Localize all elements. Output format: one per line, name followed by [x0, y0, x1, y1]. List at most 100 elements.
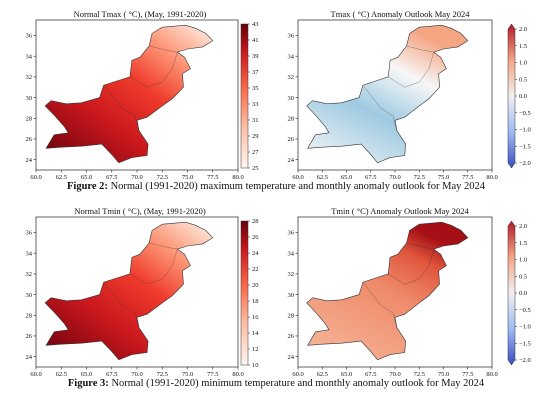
x-tick-label: 60.0 [292, 174, 303, 181]
x-tick-label: 65.0 [341, 371, 352, 378]
province-boundary [406, 242, 434, 250]
colorbar-tick-label: 1.0 [519, 60, 527, 67]
x-tick-label: 72.5 [157, 174, 168, 181]
y-tick-label: 36 [288, 230, 295, 237]
province-boundary [388, 249, 434, 285]
colorbar-tick-label: 0.0 [519, 290, 527, 297]
colorbar-tick-label: 41 [252, 37, 259, 44]
colorbar-tick-label: 43 [252, 21, 259, 28]
colorbar-tick-label: −0.5 [519, 110, 531, 117]
pakistan-map [306, 221, 469, 361]
x-tick-label: 60.0 [30, 371, 41, 378]
caption-label: Figure 3: [67, 378, 109, 389]
y-tick-label: 30 [26, 95, 33, 102]
colorbar-tick-label: 14 [252, 330, 259, 337]
x-tick-label: 80.0 [232, 371, 243, 378]
y-tick-label: 34 [288, 53, 295, 60]
colorbar-tick-label: −2.0 [519, 160, 531, 167]
province-boundary [149, 45, 178, 53]
y-tick-label: 26 [288, 333, 295, 340]
colorbar-tick-label: 37 [252, 69, 259, 76]
x-tick-label: 62.5 [317, 174, 328, 181]
x-tick-label: 67.5 [106, 371, 117, 378]
x-tick-label: 72.5 [414, 174, 425, 181]
x-tick-label: 80.0 [486, 174, 497, 181]
panel-title: Tmin ( °C) Anomaly Outlook May 2024 [331, 206, 469, 216]
colorbar-tick-label: 18 [252, 298, 259, 305]
y-tick-label: 30 [26, 292, 33, 299]
x-tick-label: 67.5 [365, 174, 376, 181]
y-tick-label: 24 [288, 354, 295, 361]
x-tick-label: 75.0 [438, 174, 449, 181]
colorbar-tick-label: 10 [252, 362, 259, 369]
y-tick-label: 32 [26, 74, 33, 81]
colorbar-tick-label: 0.0 [519, 93, 527, 100]
pakistan-map [306, 24, 469, 164]
figure-3-caption: Figure 3: Normal (1991-2020) minimum tem… [0, 378, 552, 389]
province-boundary [406, 45, 434, 53]
colorbar-tick-label: 0.5 [519, 76, 527, 83]
x-tick-label: 62.5 [56, 174, 67, 181]
province-boundary [362, 282, 398, 328]
colorbar-tick-label: 12 [252, 346, 259, 353]
colorbar-tick-label: −1.0 [519, 324, 531, 331]
y-tick-label: 30 [288, 292, 295, 299]
y-tick-label: 28 [288, 312, 295, 319]
colorbar-tick-label: 27 [252, 149, 259, 156]
y-tick-label: 34 [26, 250, 33, 257]
province-boundary [129, 249, 178, 285]
x-tick-label: 65.0 [81, 371, 92, 378]
province-boundary [362, 85, 398, 131]
y-tick-label: 26 [288, 136, 295, 143]
x-tick-label: 70.0 [389, 174, 400, 181]
colorbar [507, 220, 516, 366]
x-tick-label: 70.0 [389, 371, 400, 378]
y-tick-label: 24 [288, 157, 295, 164]
x-tick-label: 65.0 [81, 174, 92, 181]
colorbar-tick-label: 1.0 [519, 257, 527, 264]
pakistan-map [44, 221, 214, 361]
y-tick-label: 24 [26, 354, 33, 361]
y-tick-label: 28 [26, 115, 33, 122]
x-tick-label: 77.5 [462, 174, 473, 181]
y-tick-label: 36 [26, 230, 33, 237]
panel-title: Tmax ( °C) Anomaly Outlook May 2024 [330, 9, 470, 19]
colorbar-tick-label: 1.5 [519, 43, 527, 50]
colorbar [240, 220, 249, 366]
y-tick-label: 30 [288, 95, 295, 102]
y-tick-label: 34 [288, 250, 295, 257]
colorbar-tick-label: 28 [252, 218, 259, 225]
x-tick-label: 75.0 [182, 371, 193, 378]
x-tick-label: 80.0 [486, 371, 497, 378]
province-boundary [129, 52, 178, 88]
colorbar-tick-label: −1.5 [519, 143, 531, 150]
pakistan-map [44, 24, 214, 164]
colorbar [240, 23, 249, 169]
x-tick-label: 60.0 [30, 174, 41, 181]
caption-label: Figure 2: [67, 181, 108, 192]
x-tick-label: 77.5 [207, 174, 218, 181]
colorbar-tick-label: 29 [252, 133, 259, 140]
colorbar-tick-label: 22 [252, 266, 259, 273]
y-tick-label: 32 [26, 271, 33, 278]
panel-title: Normal Tmax ( °C), (May, 1991-2020) [73, 9, 207, 19]
caption-text: Normal (1991-2020) minimum temperature a… [108, 378, 485, 389]
x-tick-label: 72.5 [157, 371, 168, 378]
y-tick-label: 24 [26, 157, 33, 164]
y-tick-label: 28 [26, 312, 33, 319]
y-tick-label: 28 [288, 115, 295, 122]
colorbar-tick-label: 0.5 [519, 273, 527, 280]
colorbar-tick-label: 25 [252, 165, 259, 172]
colorbar-tick-label: −1.0 [519, 127, 531, 134]
x-tick-label: 62.5 [56, 371, 67, 378]
x-tick-label: 67.5 [106, 174, 117, 181]
province-boundary [103, 282, 140, 328]
y-tick-label: 34 [26, 53, 33, 60]
colorbar-tick-label: 35 [252, 85, 259, 92]
x-tick-label: 65.0 [341, 174, 352, 181]
colorbar-tick-label: 33 [252, 101, 259, 108]
y-tick-label: 36 [288, 33, 295, 40]
x-tick-label: 62.5 [317, 371, 328, 378]
colorbar-tick-label: 16 [252, 314, 259, 321]
colorbar-tick-label: −1.5 [519, 340, 531, 347]
